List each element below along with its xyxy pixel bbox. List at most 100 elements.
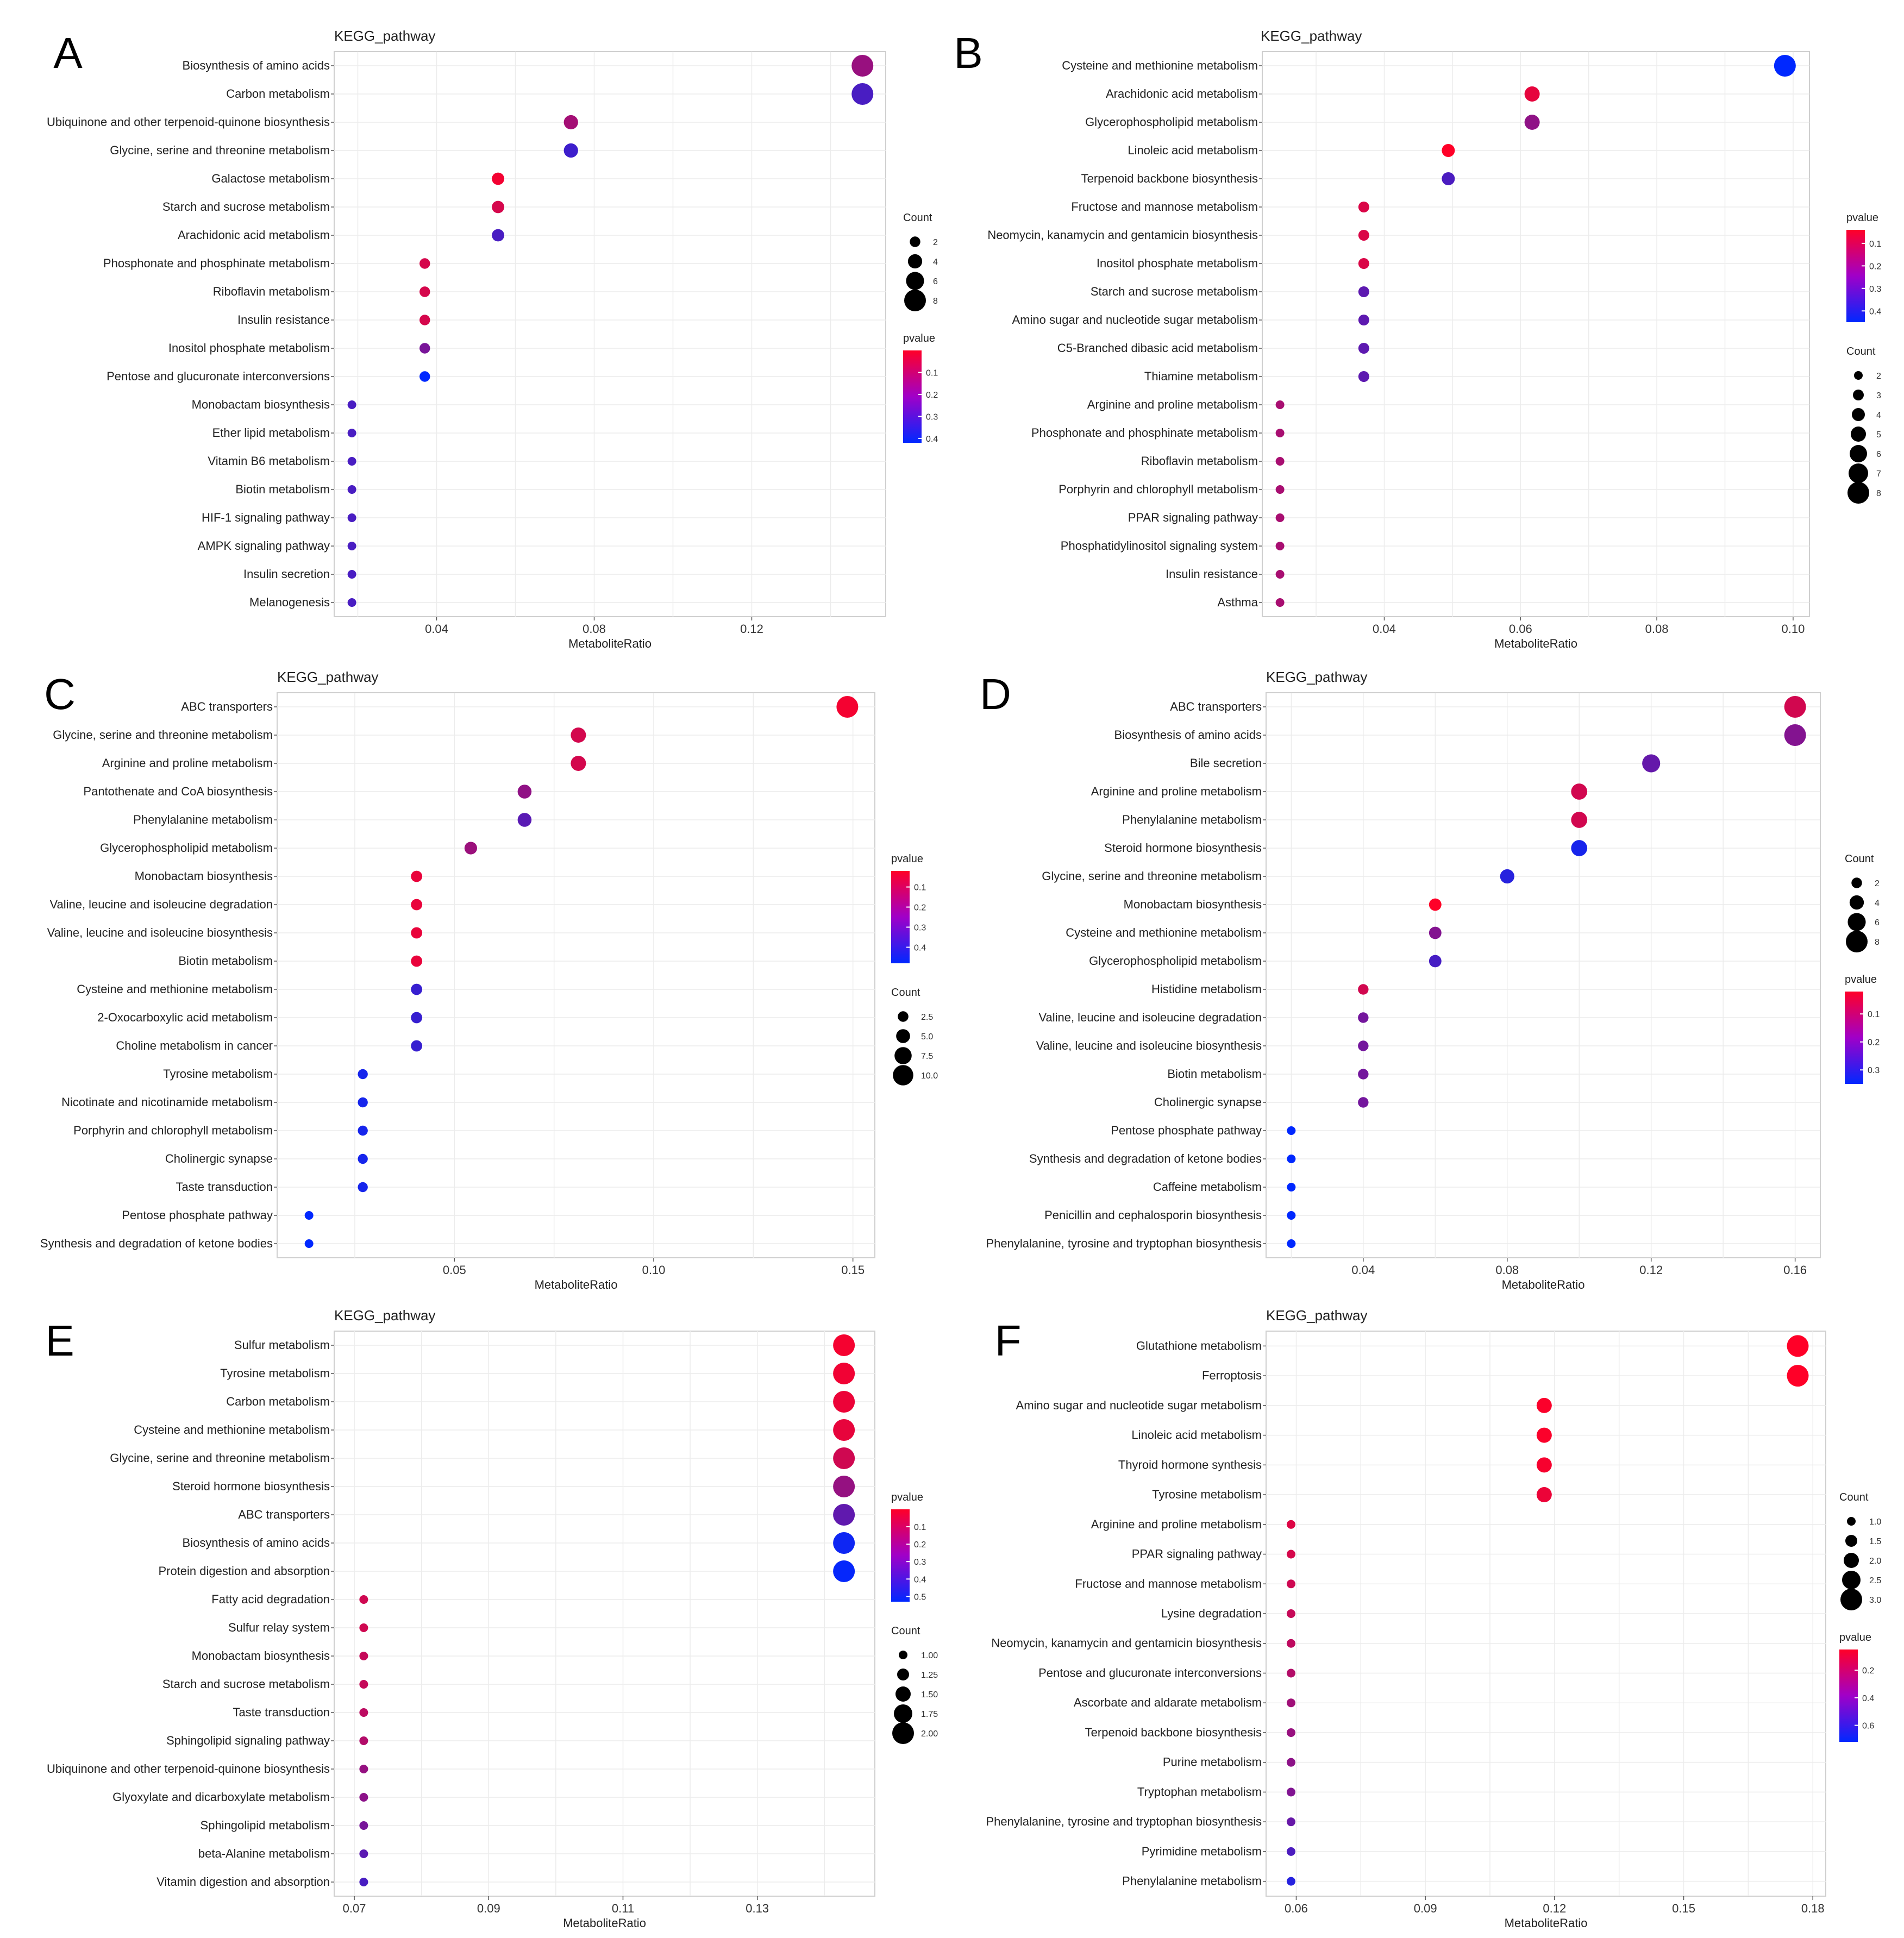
legend-size-dot	[1842, 1571, 1861, 1589]
category-label: C5-Branched dibasic acid metabolism	[1057, 341, 1258, 355]
data-point	[347, 513, 356, 522]
data-point	[1358, 1097, 1369, 1108]
panel-F: F KEGG_pathway Glutathione metabolism Ferro…	[986, 1307, 1881, 1930]
panel-label: C	[44, 670, 76, 718]
legend-size-label: 3	[1876, 391, 1881, 400]
legend-size-label: 2	[933, 238, 938, 247]
data-point	[304, 1239, 314, 1248]
legend-size-dot	[897, 1669, 909, 1680]
category-label: PPAR signaling pathway	[1132, 1547, 1262, 1561]
plot-area	[277, 692, 875, 1258]
category-label: Steroid hormone biosynthesis	[1104, 841, 1262, 855]
x-tick-label: 0.15	[1672, 1902, 1695, 1915]
category-label: Choline metabolism in cancer	[116, 1039, 273, 1052]
data-point	[563, 143, 578, 158]
data-point	[1275, 400, 1285, 409]
category-label: Biosynthesis of amino acids	[1114, 728, 1262, 742]
data-point	[1275, 542, 1285, 550]
legend-color-label: 0.1	[914, 883, 926, 893]
legend-size-label: 4	[933, 258, 938, 267]
x-tick-label: 0.05	[443, 1263, 466, 1277]
category-label: Cysteine and methionine metabolism	[1062, 59, 1258, 72]
data-point	[304, 1211, 314, 1220]
legend-size-label: 2	[1876, 372, 1881, 381]
legend-size-label: 5.0	[921, 1032, 933, 1042]
legend-size-dot	[907, 254, 923, 269]
category-label: Arachidonic acid metabolism	[1106, 87, 1258, 101]
category-label: Phenylalanine metabolism	[1122, 1874, 1262, 1888]
category-label: Synthesis and degradation of ketone bodi…	[40, 1237, 273, 1250]
legend-size-label: 8	[1875, 938, 1880, 947]
category-label: Fructose and mannose metabolism	[1075, 1577, 1262, 1590]
legend-color-label: 0.1	[914, 1523, 926, 1532]
legend-size-dot	[1847, 913, 1866, 931]
plot-title: KEGG_pathway	[1261, 28, 1362, 44]
legend-size-label: 2.0	[1869, 1557, 1881, 1566]
category-label: HIF-1 signaling pathway	[202, 511, 330, 524]
x-tick-label: 0.15	[841, 1263, 865, 1277]
legend-size-label: 3.0	[1869, 1596, 1881, 1605]
data-point	[1286, 1758, 1295, 1767]
panel-E: E KEGG_pathway Sulfur metabolism Tyrosine m…	[45, 1307, 938, 1930]
legend-size-dot	[910, 236, 920, 247]
data-point	[359, 1595, 368, 1604]
data-point	[411, 1012, 423, 1024]
x-tick-label: 0.18	[1801, 1902, 1825, 1915]
legend-color-label: 0.4	[926, 435, 938, 444]
category-label: Steroid hormone biosynthesis	[172, 1479, 330, 1493]
data-point	[1358, 258, 1369, 269]
category-label: Monobactam biosynthesis	[1124, 898, 1262, 911]
data-point	[347, 485, 356, 494]
category-label: Terpenoid backbone biosynthesis	[1085, 1726, 1262, 1739]
x-axis-title: MetaboliteRatio	[1505, 1916, 1588, 1930]
data-point	[1286, 1609, 1295, 1618]
panel-A: A KEGG_pathway Biosynthesis of amino acids…	[47, 28, 938, 650]
category-label: Valine, leucine and isoleucine degradati…	[49, 898, 273, 911]
category-label: Nicotinate and nicotinamide metabolism	[61, 1095, 273, 1109]
plot-title: KEGG_pathway	[334, 1307, 435, 1324]
data-point	[1286, 1579, 1295, 1589]
category-label: Sphingolipid metabolism	[201, 1818, 330, 1832]
data-point	[464, 842, 478, 855]
category-label: Penicillin and cephalosporin biosynthesi…	[1044, 1208, 1262, 1222]
x-axis-title: MetaboliteRatio	[1494, 637, 1577, 650]
data-point	[1286, 1639, 1295, 1648]
legend-size-label: 2.00	[921, 1729, 938, 1739]
x-axis-title: MetaboliteRatio	[1502, 1278, 1585, 1291]
x-tick-label: 0.08	[583, 622, 606, 636]
category-label: Phosphonate and phosphinate metabolism	[103, 256, 330, 270]
data-point	[1286, 1728, 1295, 1737]
category-label: Carbon metabolism	[226, 87, 330, 101]
category-label: Glycine, serine and threonine metabolism	[110, 143, 330, 157]
data-point	[1358, 371, 1369, 382]
data-point	[1442, 144, 1455, 157]
category-label: Phenylalanine, tyrosine and tryptophan b…	[986, 1815, 1262, 1828]
legend-size-label: 1.0	[1869, 1517, 1881, 1527]
data-point	[358, 1125, 368, 1136]
data-point	[1287, 1183, 1296, 1191]
legend-color-label: 0.5	[914, 1592, 926, 1602]
category-label: Purine metabolism	[1163, 1755, 1262, 1769]
data-point	[1287, 1155, 1296, 1163]
category-label: Valine, leucine and isoleucine degradati…	[1038, 1011, 1262, 1024]
legend-size-label: 4	[1876, 411, 1881, 420]
data-point	[359, 1623, 368, 1632]
data-point	[347, 457, 356, 466]
category-label: Thiamine metabolism	[1144, 369, 1258, 383]
legend-size-dot	[1852, 408, 1865, 421]
category-label: Vitamin B6 metabolism	[208, 454, 330, 468]
data-point	[1287, 1211, 1296, 1220]
legend-size-dot	[1849, 463, 1868, 483]
legend-color-label: 0.6	[1862, 1722, 1874, 1731]
category-label: Neomycin, kanamycin and gentamicin biosy…	[987, 228, 1258, 242]
data-point	[347, 598, 356, 607]
legend-color-label: 0.3	[926, 412, 938, 422]
legend-size-dot	[1853, 390, 1864, 400]
legend-size-dot	[1846, 931, 1868, 952]
category-label: Monobactam biosynthesis	[192, 1649, 330, 1663]
data-point	[359, 1849, 368, 1858]
data-point	[1536, 1427, 1552, 1443]
legend-size-dot	[904, 290, 926, 311]
category-label: Taste transduction	[176, 1180, 273, 1194]
data-point	[359, 1652, 368, 1660]
